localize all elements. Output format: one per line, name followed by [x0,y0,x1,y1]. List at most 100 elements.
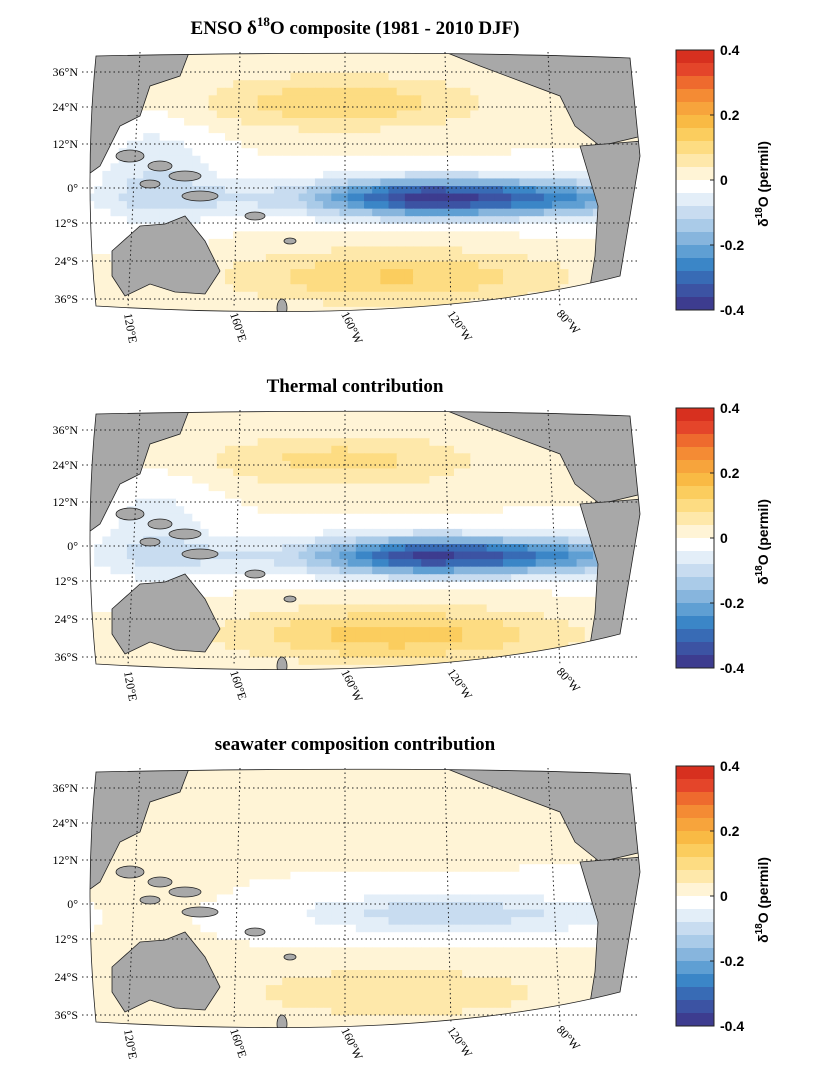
colorbar-tick-label: 0.4 [720,758,740,774]
colorbar-swatch [676,792,714,806]
lat-tick-label: 36°S [55,650,78,664]
colorbar-swatch [676,232,714,246]
lat-tick-label: 36°S [55,292,78,306]
colorbar-swatch [676,447,714,461]
colorbar-swatch [676,89,714,103]
colorbar-tick-label: 0.4 [720,400,740,416]
colorbar-swatch [676,896,714,910]
lat-tick-label: 24°S [55,612,78,626]
colorbar-swatch [676,167,714,181]
colorbar-swatch [676,206,714,220]
colorbar-swatch [676,577,714,591]
colorbar-swatch [676,512,714,526]
map-panel-2: Thermal contribution 36°N 24°N 12°N 0° 12°S 24… [53,376,771,705]
lon-tick-label: 80°W [554,1023,584,1054]
lat-tick-label: 12°N [53,495,79,509]
colorbar-swatch [676,50,714,64]
land-masses [90,769,640,1028]
colorbar-swatch [676,948,714,962]
colorbar-swatch [676,564,714,578]
colorbar-tick-label: -0.2 [720,953,744,969]
colorbar-swatch [676,857,714,871]
colorbar-swatch [676,935,714,949]
colorbar-swatch [676,831,714,845]
colorbar-swatch [676,1013,714,1027]
lon-tick-label: 160°W [338,1025,366,1062]
colorbar-swatch [676,421,714,435]
colorbar-swatch [676,297,714,311]
panel-title: Thermal contribution [267,376,444,397]
lon-tick-label: 160°E [227,669,250,702]
lat-tick-label: 12°S [55,574,78,588]
colorbar-swatch [676,115,714,129]
colorbar-swatch [676,180,714,194]
colorbar-tick-label: 0.2 [720,823,740,839]
lat-tick-label: 24°N [53,458,79,472]
colorbar-tick-label: 0.4 [720,42,740,58]
colorbar-swatch [676,102,714,116]
colorbar-swatch [676,844,714,858]
colorbar-tick-label: 0.2 [720,107,740,123]
lat-tick-label: 0° [67,897,78,911]
lat-tick-label: 0° [67,539,78,553]
lat-tick-label: 12°N [53,853,79,867]
colorbar: 0.4 0.2 0 -0.2 -0.4 δ18O (permil) [675,400,771,676]
colorbar-tick-label: -0.4 [720,1018,744,1034]
colorbar-label: δ18O (permil) [754,141,771,227]
colorbar-swatch [676,603,714,617]
colorbar-tick-label: -0.4 [720,302,744,318]
colorbar-swatch [676,779,714,793]
colorbar-tick-label: 0 [720,530,728,546]
colorbar-swatch [676,128,714,142]
colorbar-swatch [676,258,714,272]
colorbar-swatch [676,766,714,780]
panel-title: seawater composition contribution [215,734,496,755]
colorbar-swatch [676,642,714,656]
colorbar-swatch [676,473,714,487]
colorbar-tick-label: -0.4 [720,660,744,676]
colorbar-swatch [676,818,714,832]
lon-tick-label: 80°W [554,665,584,696]
map-border [89,410,641,671]
lon-tick-label: 120°E [121,312,140,344]
colorbar-swatch [676,909,714,923]
lat-tick-label: 36°N [53,423,79,437]
lon-tick-label: 160°E [227,311,250,344]
colorbar-swatch [676,193,714,207]
colorbar-swatch [676,271,714,285]
colorbar-swatch [676,245,714,259]
colorbar: 0.4 0.2 0 -0.2 -0.4 δ18O (permil) [675,42,771,318]
colorbar-tick-label: -0.2 [720,237,744,253]
colorbar-swatch [676,961,714,975]
lon-tick-label: 120°E [121,1028,140,1060]
colorbar-swatch [676,284,714,298]
colorbar-swatch [676,499,714,513]
colorbar: 0.4 0.2 0 -0.2 -0.4 δ18O (permil) [675,758,771,1034]
colorbar-swatch [676,219,714,233]
colorbar-swatch [676,460,714,474]
lat-tick-label: 36°N [53,65,79,79]
map-border [89,52,641,313]
colorbar-label: δ18O (permil) [754,857,771,943]
colorbar-swatch [676,154,714,168]
panel-title: ENSO δ18O composite (1981 - 2010 DJF) [191,14,520,39]
lat-tick-label: 0° [67,181,78,195]
colorbar-swatch [676,525,714,539]
colorbar-swatch [676,1000,714,1014]
colorbar-swatch [676,883,714,897]
lat-tick-label: 12°N [53,137,79,151]
colorbar-swatch [676,616,714,630]
colorbar-swatch [676,590,714,604]
colorbar-tick-label: 0 [720,172,728,188]
colorbar-swatch [676,76,714,90]
lat-tick-label: 24°N [53,816,79,830]
colorbar-label: δ18O (permil) [754,499,771,585]
lon-tick-label: 160°E [227,1027,250,1060]
lat-tick-label: 12°S [55,216,78,230]
lon-tick-label: 80°W [554,307,584,338]
colorbar-swatch [676,434,714,448]
colorbar-swatch [676,805,714,819]
lat-tick-label: 24°S [55,970,78,984]
lat-tick-label: 36°N [53,781,79,795]
lon-tick-label: 120°W [445,666,476,703]
